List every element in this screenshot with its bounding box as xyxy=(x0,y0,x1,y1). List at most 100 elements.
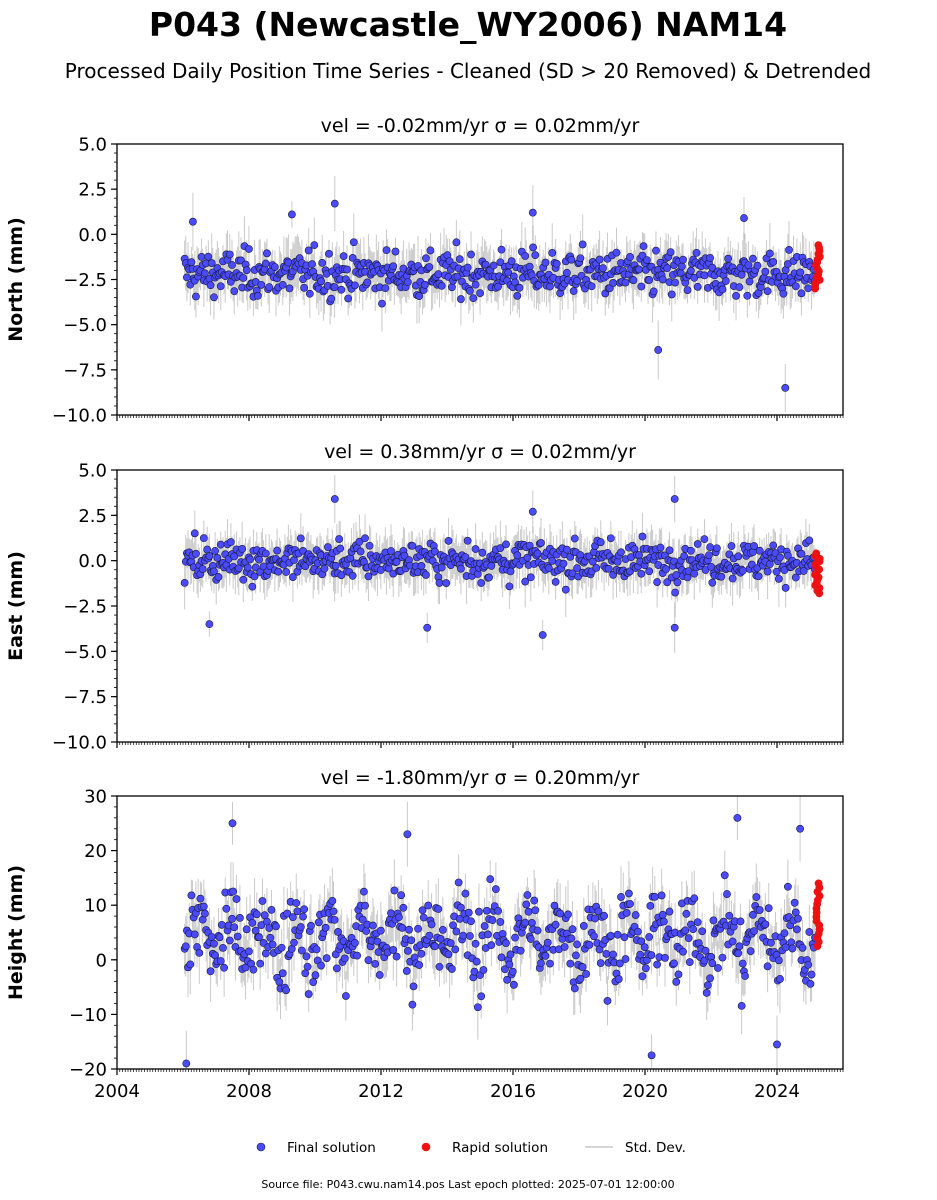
final-solution-point xyxy=(683,286,692,294)
final-solution-point xyxy=(270,263,279,271)
final-solution-point xyxy=(743,291,752,300)
final-solution-point xyxy=(559,559,568,568)
final-solution-point xyxy=(617,548,625,557)
final-solution-point xyxy=(292,899,301,907)
final-solution-point xyxy=(205,552,214,560)
final-solution-point xyxy=(330,283,339,292)
final-solution-point xyxy=(526,935,535,943)
final-solution-point xyxy=(343,265,351,274)
final-solution-point xyxy=(389,946,398,954)
final-solution-point xyxy=(764,904,773,913)
final-solution-point xyxy=(239,274,248,282)
y-tick-label: 5.0 xyxy=(78,461,107,482)
final-solution-point xyxy=(521,918,530,927)
final-solution-point xyxy=(304,246,313,255)
final-solution-point xyxy=(706,543,714,552)
final-solution-point xyxy=(309,978,318,986)
final-solution-point xyxy=(210,293,218,302)
final-solution-point xyxy=(472,957,481,966)
final-solution-point xyxy=(796,268,805,277)
final-solution-point xyxy=(355,537,364,546)
final-solution-point xyxy=(361,534,369,543)
figure-title: P043 (Newcastle_WY2006) NAM14 xyxy=(149,5,787,44)
footer-source: Source file: P043.cwu.nam14.pos Last epo… xyxy=(261,1178,674,1191)
final-solution-point xyxy=(257,921,266,930)
final-solution-point xyxy=(417,949,426,958)
final-solution-point xyxy=(431,547,439,556)
final-solution-point xyxy=(459,931,468,940)
final-solution-point xyxy=(305,289,314,298)
final-solution-point xyxy=(330,199,339,208)
final-solution-point xyxy=(471,280,480,289)
figure-subtitle: Processed Daily Position Time Series - C… xyxy=(65,59,871,83)
final-solution-point xyxy=(183,273,191,282)
final-solution-point xyxy=(765,249,774,258)
final-solution-point xyxy=(387,547,395,555)
final-solution-point xyxy=(207,259,216,267)
final-solution-point xyxy=(781,583,790,592)
final-solution-point xyxy=(487,941,496,950)
final-solution-point xyxy=(254,291,262,300)
final-solution-point xyxy=(436,935,445,943)
final-solution-point xyxy=(692,248,701,257)
final-solution-point xyxy=(537,959,545,968)
final-solution-point xyxy=(769,258,778,266)
y-tick-label: 0.0 xyxy=(78,551,107,572)
final-solution-point xyxy=(341,992,350,1000)
final-solution-point xyxy=(424,901,433,910)
final-solution-point xyxy=(706,974,714,983)
final-solution-point xyxy=(737,1001,746,1010)
final-solution-point xyxy=(260,911,269,920)
final-solution-point xyxy=(431,942,439,951)
final-solution-point xyxy=(239,575,248,584)
final-solution-point xyxy=(274,567,283,576)
final-solution-point xyxy=(311,971,320,980)
final-solution-point xyxy=(485,573,493,582)
final-solution-point xyxy=(567,934,576,943)
final-solution-point xyxy=(235,914,244,922)
final-solution-point xyxy=(625,889,633,898)
final-solution-point xyxy=(564,910,572,919)
final-solution-point xyxy=(199,902,208,911)
final-solution-point xyxy=(606,534,615,543)
final-solution-point xyxy=(272,922,280,931)
final-solution-point xyxy=(261,259,270,268)
final-solution-point xyxy=(698,927,707,936)
final-solution-point xyxy=(299,912,307,921)
final-solution-point xyxy=(226,538,235,546)
final-solution-point xyxy=(750,542,758,550)
final-solution-point xyxy=(404,946,412,955)
final-solution-point xyxy=(288,573,297,581)
final-solution-point xyxy=(215,933,224,942)
final-solution-point xyxy=(654,346,663,354)
final-solution-point xyxy=(290,938,298,947)
final-solution-point xyxy=(513,551,522,560)
final-solution-point xyxy=(693,540,702,548)
final-solution-point xyxy=(620,933,629,942)
final-solution-point xyxy=(805,536,814,545)
final-solution-point xyxy=(629,276,638,285)
final-solution-point xyxy=(749,910,757,919)
final-solution-point xyxy=(365,541,374,550)
final-solution-point xyxy=(576,974,585,983)
final-solution-point xyxy=(561,585,570,594)
final-solution-point xyxy=(447,965,456,973)
final-solution-point xyxy=(626,899,634,908)
final-solution-point xyxy=(665,907,674,916)
final-solution-point xyxy=(746,947,755,955)
final-solution-point xyxy=(522,900,531,909)
final-solution-point xyxy=(769,541,778,550)
final-solution-point xyxy=(389,262,398,271)
final-solution-point xyxy=(402,967,411,975)
final-solution-point xyxy=(622,909,631,917)
final-solution-point xyxy=(414,924,422,933)
final-solution-point xyxy=(327,294,336,303)
final-solution-point xyxy=(382,246,391,255)
final-solution-point xyxy=(449,921,457,930)
final-solution-point xyxy=(225,936,234,945)
final-solution-point xyxy=(364,956,373,965)
final-solution-point xyxy=(568,925,577,934)
final-solution-point xyxy=(621,955,630,963)
legend-final-marker xyxy=(256,1142,266,1152)
final-solution-point xyxy=(475,907,483,916)
